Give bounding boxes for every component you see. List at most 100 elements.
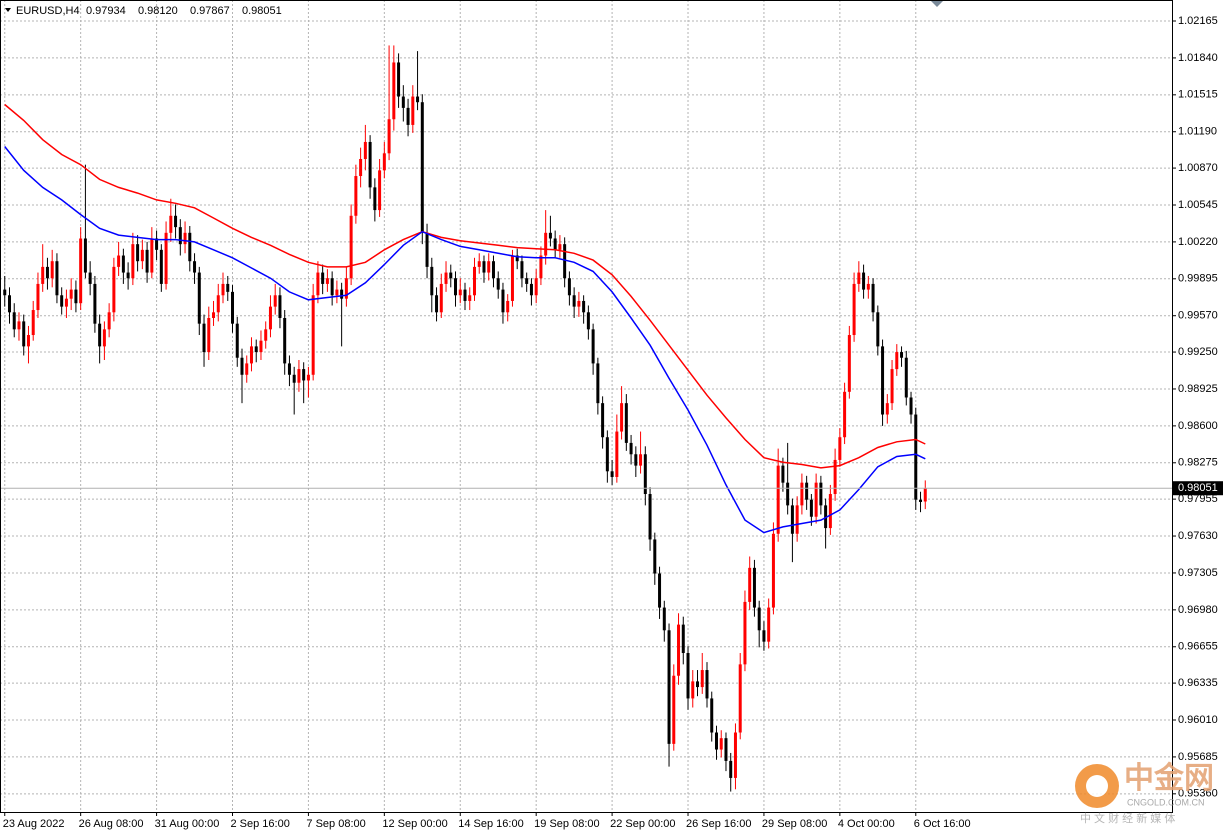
candle-body: [677, 624, 681, 676]
candle-body: [297, 369, 301, 383]
candle-body: [544, 232, 548, 256]
candle-body: [705, 670, 709, 699]
candle-body: [79, 238, 83, 304]
x-tick-label: 12 Sep 00:00: [382, 818, 447, 830]
plot-frame: [0, 0, 1173, 813]
candle-body: [287, 363, 291, 375]
candle-body: [828, 494, 832, 529]
candle-body: [22, 321, 26, 347]
candle-body: [216, 295, 220, 313]
candle-body: [643, 454, 647, 495]
candle-body: [534, 278, 538, 296]
candle-body: [700, 670, 704, 688]
candle-body: [36, 283, 40, 311]
candle-body: [605, 437, 609, 472]
candle-body: [240, 357, 244, 375]
candle-body: [430, 266, 434, 296]
candle-body: [800, 482, 804, 506]
candle-body: [847, 335, 851, 392]
candle-body: [752, 567, 756, 608]
candle-body: [335, 289, 339, 296]
candle-body: [482, 261, 486, 273]
y-tick-label: 0.97305: [1178, 567, 1218, 579]
candle-body: [340, 289, 344, 299]
candle-body: [748, 567, 752, 602]
candle-body: [914, 414, 918, 500]
candle-body: [567, 278, 571, 296]
candle-body: [183, 232, 187, 245]
candle-body: [805, 482, 809, 500]
candle-body: [572, 295, 576, 307]
candle-body: [563, 244, 567, 279]
y-tick-label: 0.98600: [1178, 420, 1218, 432]
y-tick-label: 0.96980: [1178, 604, 1218, 616]
candle-body: [814, 482, 818, 517]
candle-body: [283, 317, 287, 364]
candle-body: [786, 482, 790, 506]
candle-body: [781, 465, 785, 483]
candle-body: [254, 346, 258, 353]
candle-body: [401, 96, 405, 108]
candle-body: [833, 459, 837, 495]
candle-body: [601, 403, 605, 438]
candle-body: [55, 261, 59, 296]
logo-inner: [1086, 775, 1108, 797]
candle-body: [273, 295, 277, 307]
candle-body: [662, 607, 666, 631]
current-price-label: 0.98051: [1178, 482, 1218, 494]
x-tick-label: 7 Sep 08:00: [306, 818, 365, 830]
candle-body: [392, 62, 396, 120]
candle-body: [330, 278, 334, 296]
menu-arrow[interactable]: [5, 8, 11, 12]
candle-body: [667, 630, 671, 744]
candle-body: [881, 346, 885, 415]
candle-body: [368, 141, 372, 188]
candle-body: [406, 107, 410, 125]
moving-average: [4, 146, 926, 534]
y-tick-label: 0.99895: [1178, 273, 1218, 285]
y-tick-label: 0.98275: [1178, 457, 1218, 469]
candle-body: [852, 283, 856, 336]
candle-body: [17, 321, 21, 330]
candle-body: [871, 283, 875, 313]
candle-body: [454, 278, 458, 296]
candle-body: [696, 681, 700, 688]
candle-body: [249, 346, 253, 364]
y-tick-label: 1.00545: [1178, 199, 1218, 211]
y-tick-label: 1.00870: [1178, 162, 1218, 174]
candle-body: [93, 283, 97, 324]
candle-body: [539, 255, 543, 279]
candle-body: [610, 471, 614, 477]
candle-body: [525, 278, 529, 284]
y-tick-label: 0.99570: [1178, 310, 1218, 322]
candle-body: [487, 261, 491, 273]
candle-body: [757, 607, 761, 631]
candle-body: [923, 488, 927, 502]
x-tick-label: 2 Sep 16:00: [231, 818, 290, 830]
candle-body: [278, 295, 282, 318]
candle-body: [639, 454, 643, 466]
y-tick-label: 1.00220: [1178, 236, 1218, 248]
candle-body: [843, 391, 847, 438]
candle-body: [634, 454, 638, 466]
candle-body: [472, 266, 476, 296]
candle-body: [69, 289, 73, 299]
candle-body: [121, 255, 125, 273]
candle-body: [188, 232, 192, 262]
candle-body: [321, 272, 325, 284]
x-tick-label: 6 Oct 16:00: [914, 818, 971, 830]
candle-body: [577, 300, 581, 307]
candle-body: [302, 369, 306, 381]
candle-body: [515, 255, 519, 262]
candle-body: [529, 283, 533, 296]
candle-body: [155, 238, 159, 250]
candle-body: [553, 238, 557, 250]
candle-body: [311, 295, 315, 375]
candle-body: [491, 261, 495, 279]
candle-body: [496, 278, 500, 290]
candle-body: [102, 329, 106, 347]
candle-body: [866, 283, 870, 290]
candle-body: [510, 255, 514, 301]
